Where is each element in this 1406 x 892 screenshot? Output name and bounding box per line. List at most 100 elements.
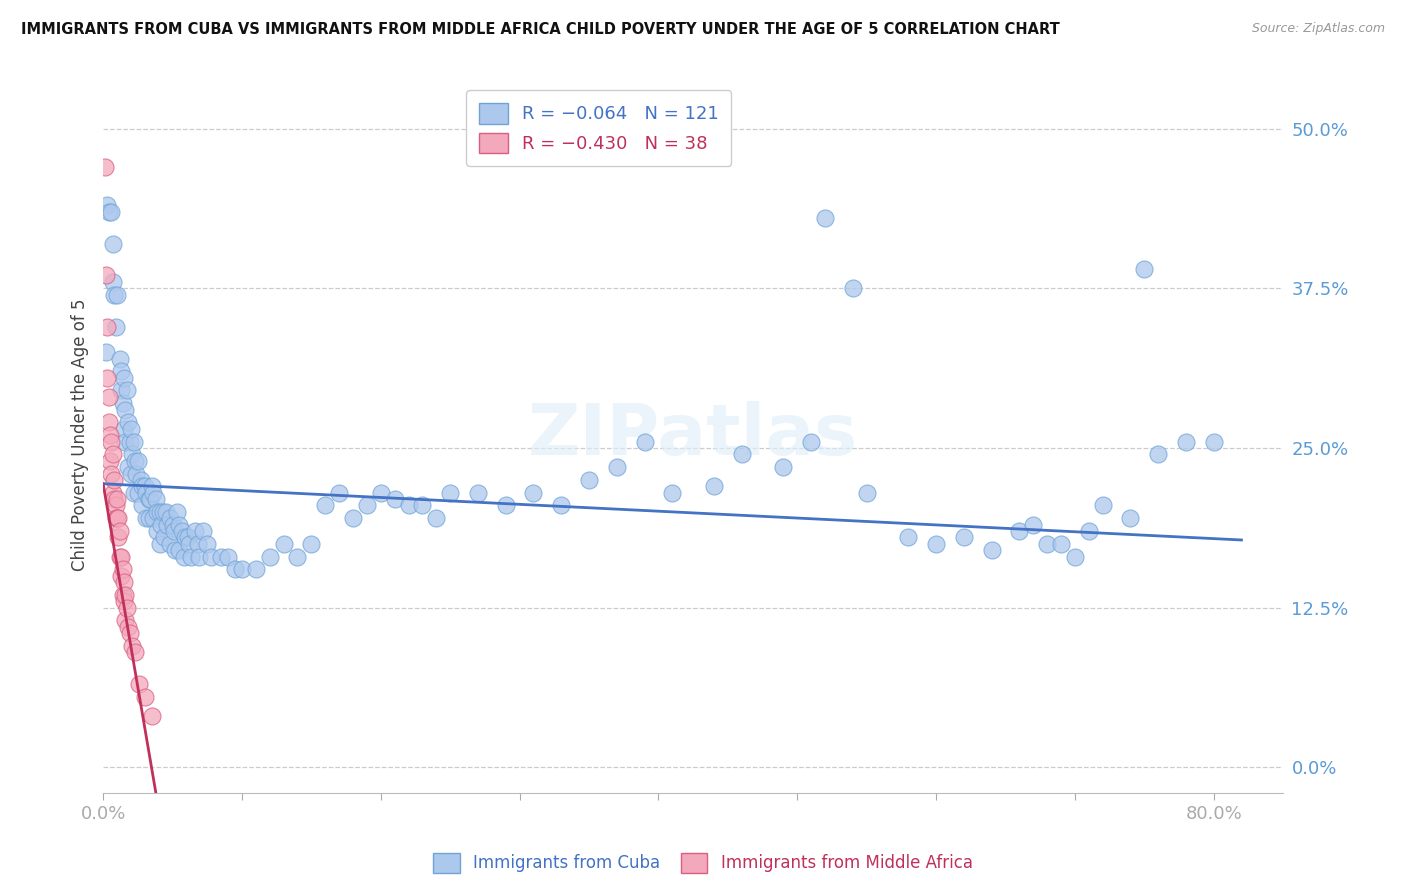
Point [108, 351, 131, 366]
Point [1022, 517, 1045, 532]
Point [1147, 447, 1170, 461]
Point [101, 236, 124, 251]
Point [110, 568, 132, 582]
Point [118, 434, 141, 449]
Point [94, 345, 117, 359]
Point [731, 447, 754, 461]
Point [111, 396, 134, 410]
Point [125, 467, 148, 481]
Point [104, 499, 127, 513]
Point [245, 562, 267, 576]
Point [897, 530, 920, 544]
Point [105, 511, 128, 525]
Point [370, 485, 392, 500]
Point [110, 549, 132, 564]
Point [105, 492, 128, 507]
Point [217, 549, 239, 564]
Point [273, 537, 295, 551]
Point [150, 517, 173, 532]
Point [146, 505, 169, 519]
Text: ZIPatlas: ZIPatlas [529, 401, 858, 470]
Point [231, 562, 253, 576]
Point [186, 537, 208, 551]
Point [980, 543, 1002, 558]
Point [134, 690, 156, 705]
Point [155, 505, 177, 519]
Point [101, 275, 124, 289]
Point [606, 460, 628, 475]
Point [127, 454, 149, 468]
Point [101, 447, 124, 461]
Point [356, 499, 378, 513]
Point [97, 204, 120, 219]
Point [467, 485, 489, 500]
Point [169, 543, 191, 558]
Point [121, 639, 143, 653]
Point [112, 422, 135, 436]
Point [117, 416, 139, 430]
Point [112, 370, 135, 384]
Point [138, 492, 160, 507]
Point [259, 549, 281, 564]
Point [180, 549, 202, 564]
Point [115, 600, 138, 615]
Point [179, 537, 201, 551]
Point [177, 530, 200, 544]
Point [141, 479, 163, 493]
Point [703, 479, 725, 493]
Point [411, 499, 433, 513]
Point [142, 511, 165, 525]
Point [98, 454, 121, 468]
Point [328, 485, 350, 500]
Legend: Immigrants from Cuba, Immigrants from Middle Africa: Immigrants from Cuba, Immigrants from Mi… [427, 847, 979, 880]
Point [100, 467, 122, 481]
Text: Source: ZipAtlas.com: Source: ZipAtlas.com [1251, 22, 1385, 36]
Point [1119, 511, 1142, 525]
Point [162, 517, 184, 532]
Point [104, 511, 127, 525]
Point [100, 204, 122, 219]
Point [97, 416, 120, 430]
Point [152, 505, 174, 519]
Point [124, 454, 146, 468]
Point [103, 473, 125, 487]
Point [120, 422, 142, 436]
Point [174, 530, 197, 544]
Point [550, 499, 572, 513]
Point [187, 549, 209, 564]
Point [1036, 537, 1059, 551]
Point [117, 460, 139, 475]
Point [200, 549, 222, 564]
Point [314, 499, 336, 513]
Point [135, 485, 157, 500]
Point [398, 499, 420, 513]
Point [855, 485, 877, 500]
Point [224, 562, 246, 576]
Point [122, 434, 145, 449]
Point [495, 499, 517, 513]
Point [661, 485, 683, 500]
Point [633, 434, 655, 449]
Point [159, 511, 181, 525]
Point [111, 562, 134, 576]
Point [166, 505, 188, 519]
Point [108, 524, 131, 538]
Point [1133, 262, 1156, 277]
Point [149, 537, 172, 551]
Point [96, 319, 118, 334]
Point [169, 517, 191, 532]
Point [146, 524, 169, 538]
Point [772, 460, 794, 475]
Point [115, 384, 138, 398]
Point [112, 594, 135, 608]
Point [121, 447, 143, 461]
Point [108, 549, 131, 564]
Text: IMMIGRANTS FROM CUBA VS IMMIGRANTS FROM MIDDLE AFRICA CHILD POVERTY UNDER THE AG: IMMIGRANTS FROM CUBA VS IMMIGRANTS FROM … [21, 22, 1060, 37]
Point [122, 485, 145, 500]
Point [112, 575, 135, 590]
Point [173, 549, 195, 564]
Point [114, 588, 136, 602]
Point [129, 473, 152, 487]
Point [96, 370, 118, 384]
Point [104, 319, 127, 334]
